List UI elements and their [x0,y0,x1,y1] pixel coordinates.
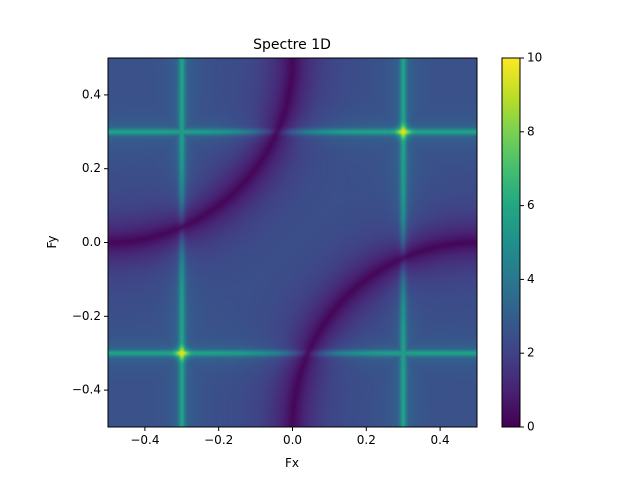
y-tick-label: 0.4 [82,87,101,101]
colorbar-ticks: 0 2 4 6 8 10 [520,51,542,434]
x-axis-ticks: −0.4 −0.2 0.0 0.2 0.4 [130,427,450,447]
colorbar-tick-label: 6 [527,198,535,212]
colorbar-tick-label: 2 [527,346,535,360]
y-axis-ticks: −0.4 −0.2 0.0 0.2 0.4 [72,87,108,397]
x-axis-label: Fx [285,456,299,470]
colorbar-tick-label: 8 [527,124,535,138]
x-tick-label: −0.4 [130,433,159,447]
heatmap-image [108,58,477,427]
y-tick-label: −0.4 [72,383,101,397]
y-axis-label: Fy [45,236,59,249]
x-tick-label: 0.0 [283,433,302,447]
colorbar-frame [501,57,521,428]
colorbar-gradient [502,58,520,427]
colorbar-tick-label: 4 [527,272,535,286]
y-tick-label: 0.2 [82,161,101,175]
x-tick-label: −0.2 [204,433,233,447]
x-tick-label: 0.4 [431,433,450,447]
y-tick-label: 0.0 [82,235,101,249]
y-tick-label: −0.2 [72,309,101,323]
chart-title: Spectre 1D [253,37,331,53]
x-tick-label: 0.2 [357,433,376,447]
heatmap [108,58,477,427]
colorbar [502,58,520,427]
colorbar-tick-label: 10 [527,51,542,65]
colorbar-tick-label: 0 [527,420,535,434]
